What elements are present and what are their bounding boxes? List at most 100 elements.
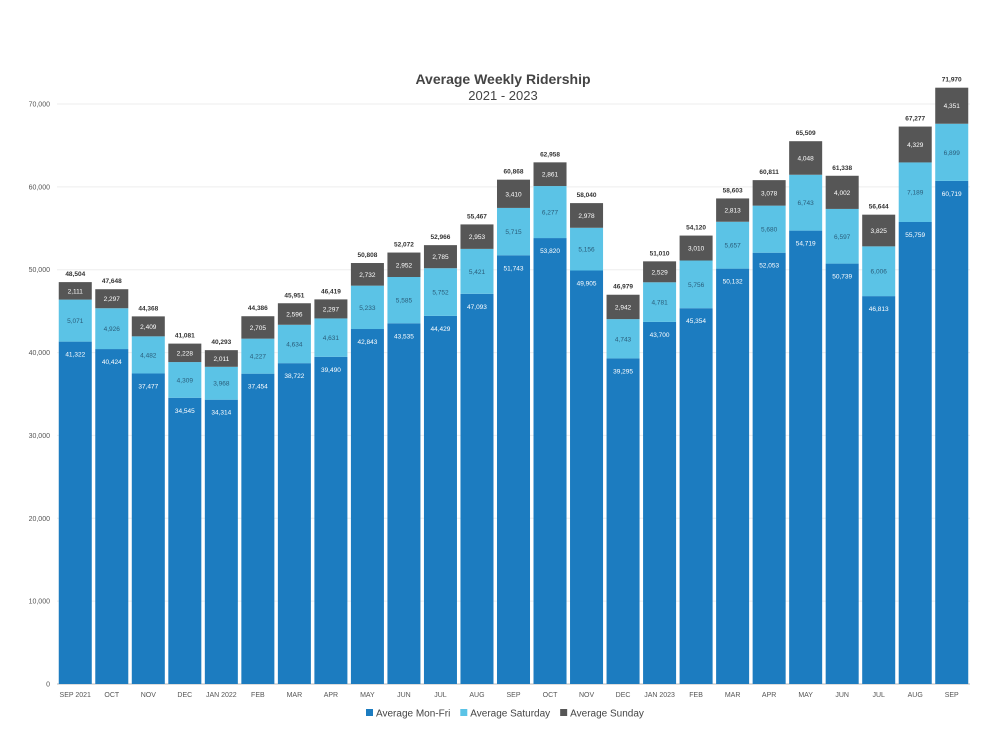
- bar-segment-average-mon-fri: [643, 321, 677, 684]
- bar-segment-average-sunday: [168, 343, 202, 363]
- bar-segment-average-saturday: [496, 207, 531, 256]
- total-label: 58,040: [577, 192, 597, 199]
- data-label: 39,295: [613, 368, 633, 375]
- bar-segment-average-saturday: [350, 285, 384, 330]
- bar-segment-average-mon-fri: [935, 180, 969, 684]
- data-label: 60,719: [942, 191, 962, 198]
- data-label: 5,233: [359, 305, 376, 312]
- data-label: 55,759: [905, 232, 925, 239]
- bar-segment-average-sunday: [825, 175, 859, 209]
- data-label: 4,743: [615, 336, 632, 343]
- bar-segment-average-saturday: [570, 227, 604, 271]
- bar-segment-average-saturday: [460, 248, 494, 294]
- bar-segment-average-mon-fri: [752, 252, 786, 684]
- bar-segment-average-mon-fri: [606, 358, 640, 684]
- data-label: 6,006: [871, 269, 888, 276]
- x-tick-label: SEP: [945, 692, 959, 699]
- data-label: 3,410: [505, 191, 522, 198]
- data-label: 7,189: [907, 190, 924, 197]
- bar-segment-average-sunday: [204, 350, 238, 367]
- total-label: 41,081: [175, 333, 195, 340]
- bar-segment-average-sunday: [58, 282, 92, 300]
- data-label: 5,752: [432, 290, 449, 297]
- data-label: 5,071: [67, 318, 84, 325]
- legend-label: Average Sunday: [570, 709, 644, 720]
- bar-segment-average-saturday: [533, 186, 567, 239]
- y-tick-label: 10,000: [29, 599, 51, 606]
- x-tick-label: JAN 2023: [644, 692, 675, 699]
- bar-segment-average-saturday: [862, 246, 896, 297]
- data-label: 3,968: [213, 381, 230, 388]
- bar-segment-average-mon-fri: [350, 329, 384, 684]
- data-label: 5,680: [761, 227, 778, 234]
- bar-segment-average-saturday: [131, 336, 165, 374]
- bar-segment-average-saturday: [716, 221, 750, 269]
- x-tick-label: MAR: [287, 692, 303, 699]
- bar-segment-average-sunday: [496, 179, 531, 208]
- bar-segment-average-mon-fri: [168, 397, 202, 684]
- bar-segment-average-mon-fri: [898, 221, 932, 684]
- x-tick-label: SEP 2021: [60, 692, 92, 699]
- bar-segment-average-mon-fri: [862, 296, 896, 684]
- bar-segment-average-sunday: [423, 245, 457, 269]
- bar-segment-average-mon-fri: [789, 230, 823, 684]
- x-tick-label: OCT: [543, 692, 559, 699]
- bar-segment-average-saturday: [204, 366, 238, 400]
- bar-segment-average-saturday: [898, 162, 932, 222]
- data-label: 49,905: [577, 281, 597, 288]
- bar-segment-average-mon-fri: [277, 363, 311, 684]
- bar-segment-average-sunday: [752, 180, 786, 206]
- bar-segment-average-sunday: [606, 294, 640, 320]
- data-label: 2,732: [359, 272, 376, 279]
- data-label: 4,926: [104, 326, 121, 333]
- total-label: 55,467: [467, 213, 487, 220]
- bar-segment-average-saturday: [314, 318, 348, 357]
- bar-segment-average-mon-fri: [460, 293, 494, 684]
- total-label: 54,120: [686, 225, 706, 232]
- y-tick-label: 20,000: [29, 516, 51, 523]
- x-axis: SEP 2021 OCT NOV DEC JAN 2022 FEB MAR APR MAY JUN…: [60, 692, 960, 699]
- chart-title: Average Weekly Ridership: [415, 71, 590, 87]
- data-label: 50,132: [723, 279, 743, 286]
- bar-segment-average-saturday: [606, 319, 640, 359]
- bar-segment-average-mon-fri: [825, 263, 859, 684]
- data-label: 4,634: [286, 341, 303, 348]
- data-label: 2,942: [615, 304, 632, 311]
- data-label: 4,227: [250, 354, 267, 361]
- total-label: 52,072: [394, 242, 414, 249]
- data-label: 5,715: [505, 229, 522, 236]
- x-tick-label: JUN: [835, 692, 849, 699]
- data-label: 5,657: [724, 243, 741, 250]
- data-label: 2,705: [250, 325, 267, 332]
- bar-segment-average-saturday: [58, 299, 92, 342]
- total-label: 44,368: [138, 305, 158, 312]
- legend-swatch: [366, 709, 373, 716]
- total-label: 45,951: [284, 292, 304, 299]
- bar-segment-average-saturday: [752, 205, 786, 253]
- bar-segment-average-saturday: [95, 308, 129, 350]
- data-label: 5,156: [578, 247, 595, 254]
- bar-segment-average-sunday: [460, 224, 494, 249]
- data-label: 54,719: [796, 241, 816, 248]
- data-label: 2,228: [177, 350, 194, 357]
- data-label: 2,409: [140, 324, 157, 331]
- bar-segment-average-saturday: [387, 277, 421, 324]
- data-label: 39,490: [321, 367, 341, 374]
- x-tick-label: APR: [324, 692, 338, 699]
- total-label: 46,979: [613, 284, 633, 291]
- y-tick-label: 30,000: [29, 433, 51, 440]
- bar-segment-average-mon-fri: [58, 341, 92, 684]
- x-tick-label: JUN: [397, 692, 411, 699]
- data-label: 2,111: [68, 288, 84, 295]
- data-label: 2,861: [542, 172, 559, 179]
- data-label: 2,297: [104, 296, 121, 303]
- bar-segment-average-sunday: [277, 303, 311, 325]
- bar-segment-average-saturday: [241, 338, 275, 374]
- bar-segment-average-mon-fri: [387, 323, 421, 684]
- legend-label: Average Saturday: [470, 709, 550, 720]
- bar-segment-average-sunday: [862, 214, 896, 247]
- data-label: 47,093: [467, 304, 487, 311]
- bar-segment-average-saturday: [935, 123, 969, 181]
- bar-segment-average-mon-fri: [679, 308, 713, 684]
